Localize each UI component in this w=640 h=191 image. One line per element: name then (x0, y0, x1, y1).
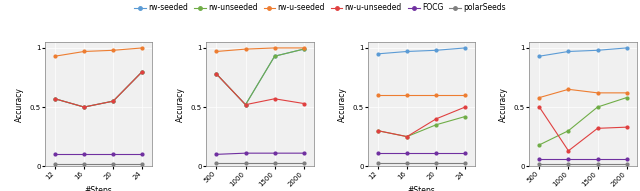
Y-axis label: Accuracy: Accuracy (499, 87, 508, 121)
Y-axis label: Accuracy: Accuracy (15, 87, 24, 121)
X-axis label: #Steps: #Steps (408, 186, 435, 191)
Legend: rw-seeded, rw-unseeded, rw-u-seeded, rw-u-unseeded, FOCG, polarSeeds: rw-seeded, rw-unseeded, rw-u-seeded, rw-… (133, 2, 507, 14)
X-axis label: #Steps: #Steps (84, 186, 113, 191)
Y-axis label: Accuracy: Accuracy (338, 87, 347, 121)
Y-axis label: Accuracy: Accuracy (177, 87, 186, 121)
